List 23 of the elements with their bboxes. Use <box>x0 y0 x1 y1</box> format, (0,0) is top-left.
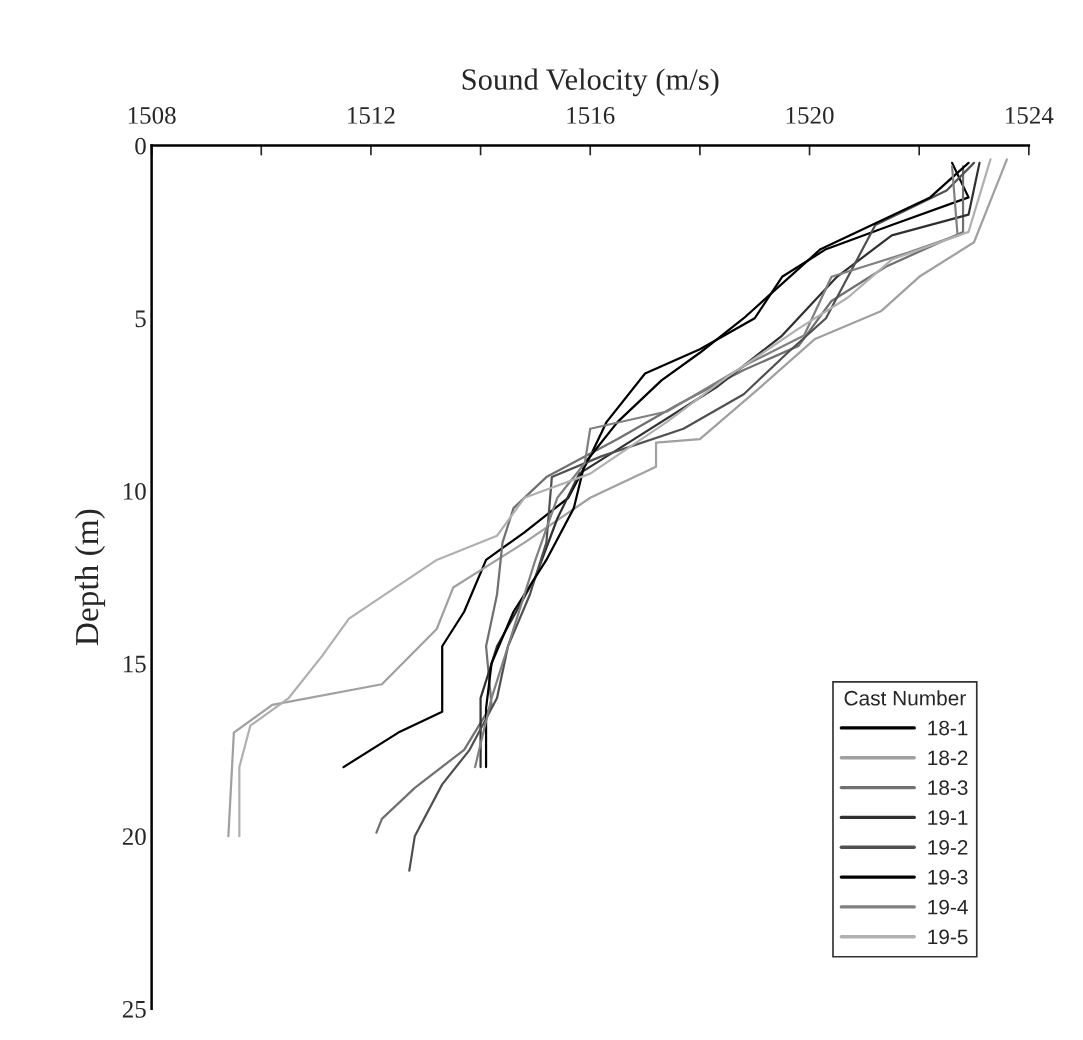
legend-label: 19-4 <box>928 899 968 915</box>
y-tick-label: 15 <box>123 655 146 673</box>
legend-label: 19-3 <box>928 869 968 885</box>
legend-label: 19-2 <box>928 840 968 855</box>
line-series <box>342 161 970 769</box>
y-tick-label: 20 <box>122 828 146 846</box>
legend-label: 18-2 <box>928 750 968 766</box>
legend-title: Cast Number <box>844 690 966 706</box>
legend-label: 18-3 <box>928 780 968 796</box>
x-tick-label: 1524 <box>1006 107 1054 124</box>
y-tick-label: 0 <box>135 137 146 155</box>
legend-label: 19-1 <box>928 810 968 825</box>
y-axis-title: Depth (m) <box>74 509 106 646</box>
y-tick-label: 25 <box>122 1000 146 1018</box>
legend-label: 18-1 <box>928 720 968 736</box>
x-axis-title: Sound Velocity (m/s) <box>462 68 719 97</box>
legend-label: 19-5 <box>928 929 968 945</box>
x-tick-label: 1508 <box>128 106 176 124</box>
x-tick-label: 1520 <box>786 106 834 124</box>
y-tick-label: 10 <box>123 482 146 500</box>
x-tick-label: 1512 <box>348 107 395 124</box>
x-tick-label: 1516 <box>567 107 615 124</box>
y-tick-label: 5 <box>135 310 146 328</box>
